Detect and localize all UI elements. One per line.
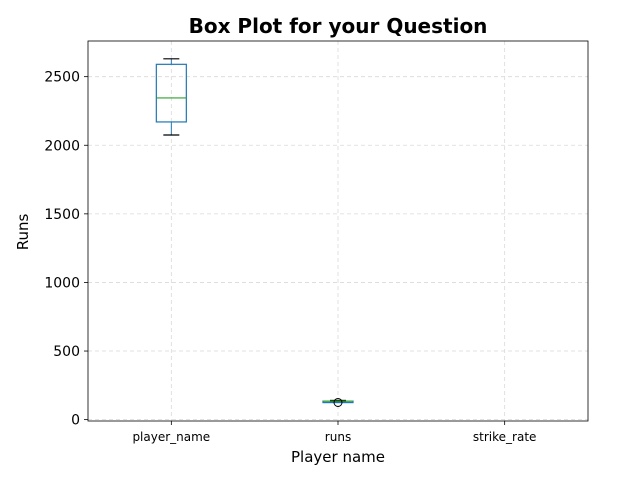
y-tick-label: 1000 xyxy=(44,275,80,291)
y-tick-label: 1500 xyxy=(44,207,80,223)
y-tick-label: 2500 xyxy=(44,70,80,86)
x-tick-label: player_name xyxy=(132,430,210,444)
x-tick-label: runs xyxy=(325,430,351,444)
box-runs xyxy=(322,397,354,407)
chart-title: Box Plot for your Question xyxy=(189,14,488,38)
y-tick-label: 0 xyxy=(71,413,80,429)
grid-layer xyxy=(88,41,588,421)
x-axis-label: Player name xyxy=(291,448,385,466)
y-tick-label: 500 xyxy=(53,344,80,360)
tick-layer: 0 500 1000 1500 2000 2500 player_name runs strik… xyxy=(44,70,536,444)
x-tick-label: strike_rate xyxy=(473,430,537,444)
outlier-point xyxy=(333,397,343,407)
y-tick-label: 2000 xyxy=(44,138,80,154)
y-axis-label: Runs xyxy=(14,214,32,251)
box-iqr xyxy=(155,63,187,123)
box-player_name xyxy=(155,58,187,136)
box-layer xyxy=(155,58,354,407)
